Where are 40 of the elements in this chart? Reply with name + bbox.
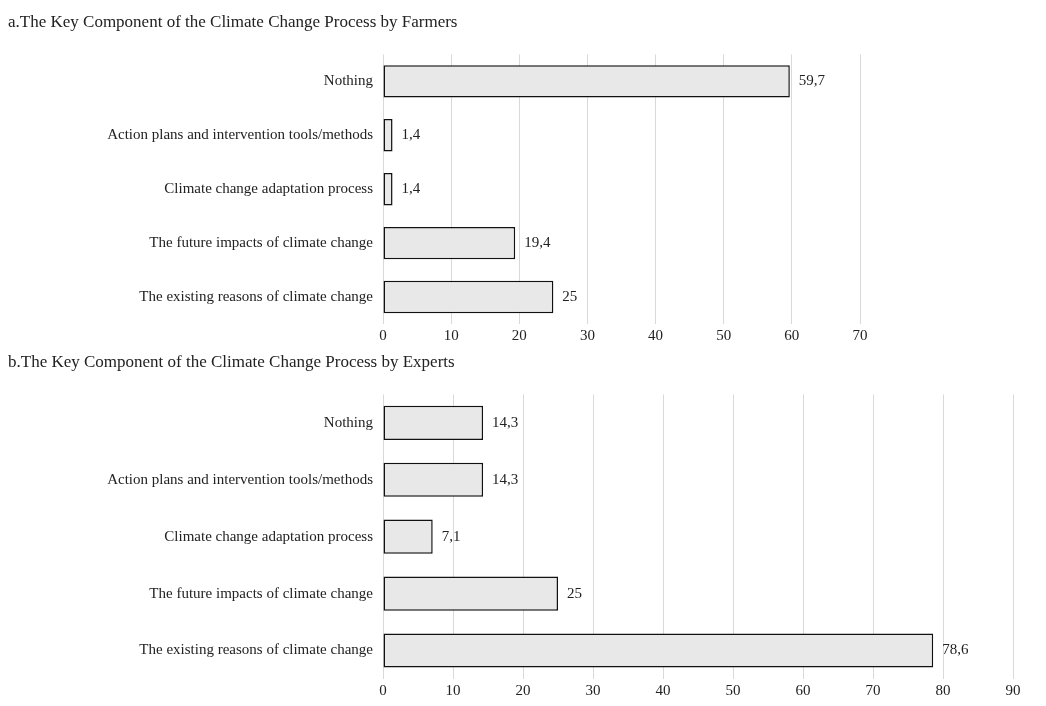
y-tick-label: Nothing <box>323 72 374 89</box>
x-tick-label: 50 <box>725 681 741 698</box>
data-label: 7,1 <box>441 527 461 544</box>
y-tick-label: Nothing <box>323 413 374 430</box>
x-tick-label: 70 <box>865 681 881 698</box>
y-tick-label: Action plans and intervention tools/methods <box>107 126 374 143</box>
y-tick-label: The existing reasons of climate change <box>139 287 374 304</box>
y-tick-label: The existing reasons of climate change <box>139 641 374 658</box>
data-label: 25 <box>562 287 578 304</box>
x-tick-label: 90 <box>1005 681 1021 698</box>
x-tick-label: 20 <box>515 681 531 698</box>
x-tick-label: 40 <box>655 681 671 698</box>
data-label: 14,3 <box>492 470 519 487</box>
x-tick-label: 30 <box>579 326 595 343</box>
x-tick-label: 0 <box>379 326 387 343</box>
x-tick-label: 60 <box>784 326 800 343</box>
y-tick-label: Action plans and intervention tools/methods <box>107 470 374 487</box>
x-tick-label: 10 <box>445 681 461 698</box>
x-tick-label: 50 <box>716 326 732 343</box>
data-label: 1,4 <box>401 180 421 197</box>
x-tick-label: 20 <box>511 326 527 343</box>
x-tick-label: 40 <box>648 326 664 343</box>
y-tick-label: The future impacts of climate change <box>149 584 374 601</box>
x-tick-label: 30 <box>585 681 601 698</box>
y-tick-label: Climate change adaptation process <box>164 180 374 197</box>
x-tick-label: 0 <box>379 681 387 698</box>
y-tick-label: Climate change adaptation process <box>164 527 374 544</box>
x-tick-label: 80 <box>935 681 951 698</box>
text: a.The Key Component of the Climate Change Process by Farmers <box>8 11 458 31</box>
data-label: 1,4 <box>401 126 421 143</box>
x-tick-label: 60 <box>795 681 811 698</box>
text: b.The Key Component of the Climate Change Process by Experts <box>8 351 455 371</box>
y-tick-label: The future impacts of climate change <box>149 234 374 251</box>
data-label: 25 <box>567 584 582 601</box>
data-label: 78,6 <box>942 641 969 658</box>
x-tick-label: 10 <box>443 326 459 343</box>
data-label: 19,4 <box>524 234 551 251</box>
data-label: 14,3 <box>492 413 519 430</box>
data-label: 59,7 <box>798 72 826 89</box>
x-tick-label: 70 <box>852 326 868 343</box>
